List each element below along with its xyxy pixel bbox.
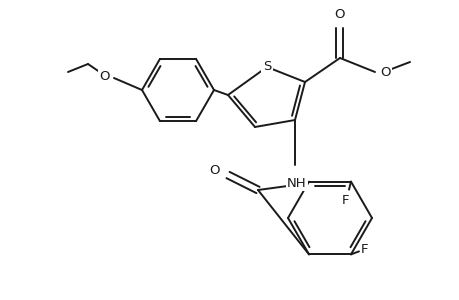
Text: NH: NH bbox=[286, 177, 306, 190]
Text: O: O bbox=[334, 8, 345, 21]
Text: F: F bbox=[360, 243, 368, 256]
Text: O: O bbox=[379, 65, 390, 79]
Text: O: O bbox=[209, 164, 219, 176]
Text: F: F bbox=[341, 194, 349, 207]
Text: S: S bbox=[262, 61, 271, 74]
Text: O: O bbox=[99, 70, 110, 83]
